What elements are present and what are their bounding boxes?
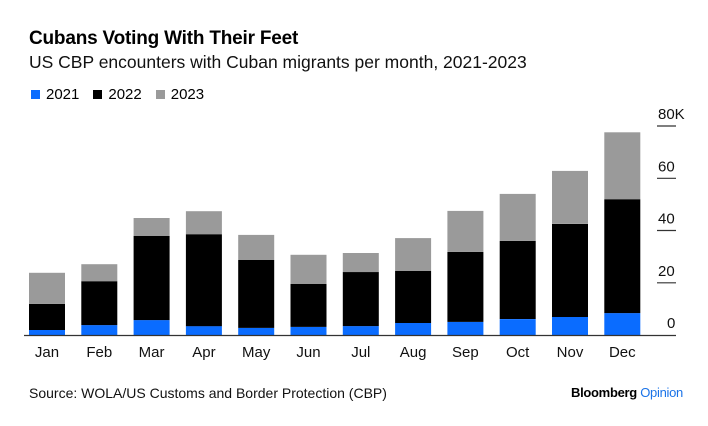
bar-may-2022 [238, 260, 275, 328]
bar-feb-2023 [81, 264, 118, 282]
x-tick-label-may: May [242, 344, 271, 361]
legend-swatch-2023 [155, 90, 165, 99]
x-axis-labels-group: Jan Feb Mar Apr May Jun Jul Aug Sep Oct Nov Dec [35, 344, 636, 361]
bar-aug-2021 [395, 323, 432, 335]
bar-apr-2022 [185, 234, 222, 327]
x-tick-label-dec: Dec [609, 344, 636, 361]
y-tick-label-80: 80K [658, 106, 685, 123]
bar-jan-2021 [29, 330, 65, 335]
chart-subtitle: US CBP encounters with Cuban migrants pe… [29, 52, 527, 72]
bar-jun-2021 [290, 326, 327, 335]
bar-oct-2022 [499, 240, 536, 319]
bar-feb-2022 [81, 281, 118, 326]
y-tick-label-60: 60 [658, 158, 675, 175]
y-tick-label-40: 40 [658, 211, 675, 228]
brand-logo: Bloomberg Opinion [571, 385, 683, 400]
bar-dec-2022 [604, 199, 641, 314]
bar-nov-2021 [552, 317, 588, 335]
y-axis-group: 0 20 40 60 80K [24, 106, 685, 337]
bar-feb-2021 [81, 325, 118, 335]
x-tick-label-oct: Oct [506, 344, 530, 361]
x-tick-label-feb: Feb [86, 344, 112, 361]
legend-label-2021: 2021 [46, 86, 80, 103]
bar-nov-2022 [552, 224, 588, 317]
x-tick-label-jul: Jul [351, 344, 370, 361]
x-tick-label-jan: Jan [35, 344, 59, 361]
bar-sep-2021 [447, 321, 484, 335]
legend: 2021 2022 2023 [31, 86, 218, 103]
bar-sep-2022 [447, 251, 484, 322]
brand-main: Bloomberg [571, 385, 637, 400]
bar-oct-2023 [499, 193, 536, 241]
bar-sep-2023 [447, 210, 484, 252]
bars-group [29, 132, 641, 335]
chart-title: Cubans Voting With Their Feet [29, 28, 299, 49]
x-tick-label-sep: Sep [452, 344, 479, 361]
bar-jul-2022 [342, 272, 379, 327]
legend-swatch-2021 [31, 90, 40, 99]
x-tick-label-aug: Aug [400, 344, 427, 361]
bar-aug-2022 [395, 271, 432, 323]
bar-apr-2021 [185, 326, 222, 335]
bar-nov-2023 [552, 170, 588, 224]
legend-label-2023: 2023 [170, 86, 205, 103]
bar-mar-2022 [133, 236, 170, 321]
source-note: Source: WOLA/US Customs and Border Prote… [29, 385, 387, 401]
bar-jun-2023 [290, 254, 327, 284]
bar-mar-2021 [133, 320, 170, 335]
x-tick-label-mar: Mar [139, 344, 165, 361]
bar-dec-2021 [604, 313, 641, 335]
legend-item-2022: 2022 [93, 86, 142, 103]
bar-jan-2022 [29, 303, 65, 330]
y-tick-label-0: 0 [667, 315, 675, 332]
bar-jul-2021 [342, 326, 379, 335]
x-tick-label-apr: Apr [192, 344, 215, 361]
bar-oct-2021 [499, 319, 536, 335]
bar-aug-2023 [395, 238, 432, 271]
brand-accent: Opinion [640, 385, 683, 400]
bar-jan-2023 [29, 272, 65, 304]
x-tick-label-nov: Nov [557, 344, 584, 361]
bar-may-2023 [238, 234, 275, 260]
bar-dec-2023 [604, 132, 641, 200]
legend-label-2022: 2022 [108, 86, 142, 103]
bar-may-2021 [238, 327, 275, 335]
bar-jul-2023 [342, 253, 379, 273]
y-tick-label-20: 20 [658, 263, 675, 280]
bar-jun-2022 [290, 283, 327, 327]
bar-mar-2023 [133, 218, 170, 236]
x-tick-label-jun: Jun [296, 344, 320, 361]
legend-item-2021: 2021 [31, 86, 79, 103]
bar-apr-2023 [185, 211, 222, 235]
legend-swatch-2022 [93, 90, 103, 99]
legend-item-2023: 2023 [155, 86, 205, 103]
